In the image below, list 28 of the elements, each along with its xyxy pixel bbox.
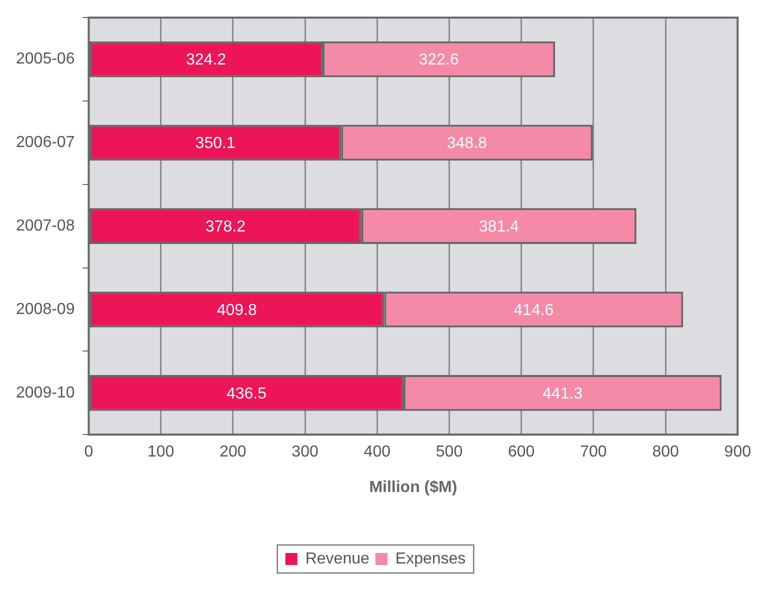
x-tick-label: 400 [364,444,391,461]
data-label: 324.2 [186,52,226,69]
y-tick-label: 2008-09 [16,300,75,318]
x-tick-label: 600 [508,444,535,461]
y-tick-label: 2009-10 [16,384,75,402]
data-label: 322.6 [418,52,459,69]
data-label: 348.8 [446,135,488,152]
data-label: 409.8 [216,302,257,319]
data-label: 436.5 [226,385,267,402]
x-tick-label: 200 [220,444,246,461]
y-tick-label: 2007-08 [16,218,75,235]
x-axis-title: Million ($M) [369,478,458,496]
data-label: 414.6 [514,302,554,319]
x-tick-label: 100 [147,444,174,461]
data-label: 350.1 [195,135,236,152]
y-tick-label: 2005-06 [16,50,75,68]
x-tick-label: 900 [724,444,752,461]
data-label: 441.3 [542,385,583,402]
x-tick-label: 800 [652,444,679,461]
y-tick-label: 2006-07 [16,134,75,152]
legend-label: Expenses [395,550,466,568]
data-label: 378.2 [205,218,246,236]
x-tick-label: 500 [436,444,463,461]
x-tick-label: 0 [84,444,94,461]
x-tick-label: 700 [580,444,607,461]
x-tick-label: 300 [292,444,318,461]
legend-label: Revenue [305,550,370,568]
data-label: 381.4 [478,218,520,236]
